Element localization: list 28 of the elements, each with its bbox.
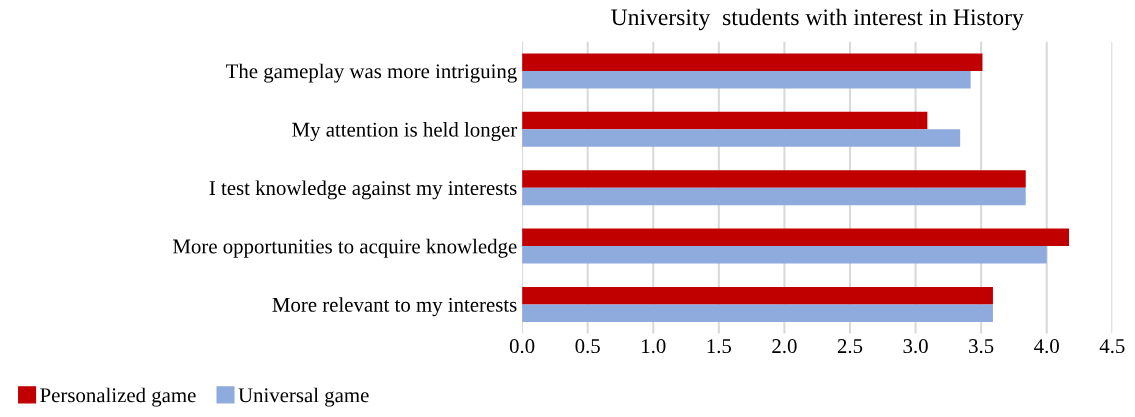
bar xyxy=(522,246,1047,264)
x-tick-label: 3.5 xyxy=(969,339,994,354)
y-tick-label: My attention is held longer xyxy=(292,122,518,141)
x-tick-label: 1.5 xyxy=(707,339,732,354)
y-tick-label: More relevant to my interests xyxy=(272,297,517,317)
y-tick-label: The gameplay was more intriguing xyxy=(226,63,517,83)
bar xyxy=(522,228,1070,247)
bar xyxy=(522,286,993,305)
bar xyxy=(522,70,971,89)
x-tick-label: 0.5 xyxy=(575,339,600,354)
x-tick-label: 1.0 xyxy=(642,339,666,354)
bar xyxy=(522,53,983,71)
bar xyxy=(522,170,1026,188)
y-tick-label: More opportunities to acquire knowledge xyxy=(173,238,517,258)
x-tick-label: 4.5 xyxy=(1099,339,1125,354)
legend-label: Universal game xyxy=(238,387,369,407)
bar xyxy=(522,304,993,322)
y-tick-label: I test knowledge against my interests xyxy=(209,180,517,200)
x-tick-label: 4.0 xyxy=(1034,339,1059,354)
legend-label: Personalized game xyxy=(40,387,196,407)
x-tick-label: 0.0 xyxy=(509,339,535,354)
bar xyxy=(522,111,928,130)
bar xyxy=(522,129,961,147)
bar xyxy=(522,187,1026,206)
x-tick-label: 2.0 xyxy=(772,339,797,354)
chart-title: University students with interest in History xyxy=(611,8,1024,31)
x-tick-label: 2.5 xyxy=(837,339,863,354)
x-tick-label: 3.0 xyxy=(903,339,928,354)
